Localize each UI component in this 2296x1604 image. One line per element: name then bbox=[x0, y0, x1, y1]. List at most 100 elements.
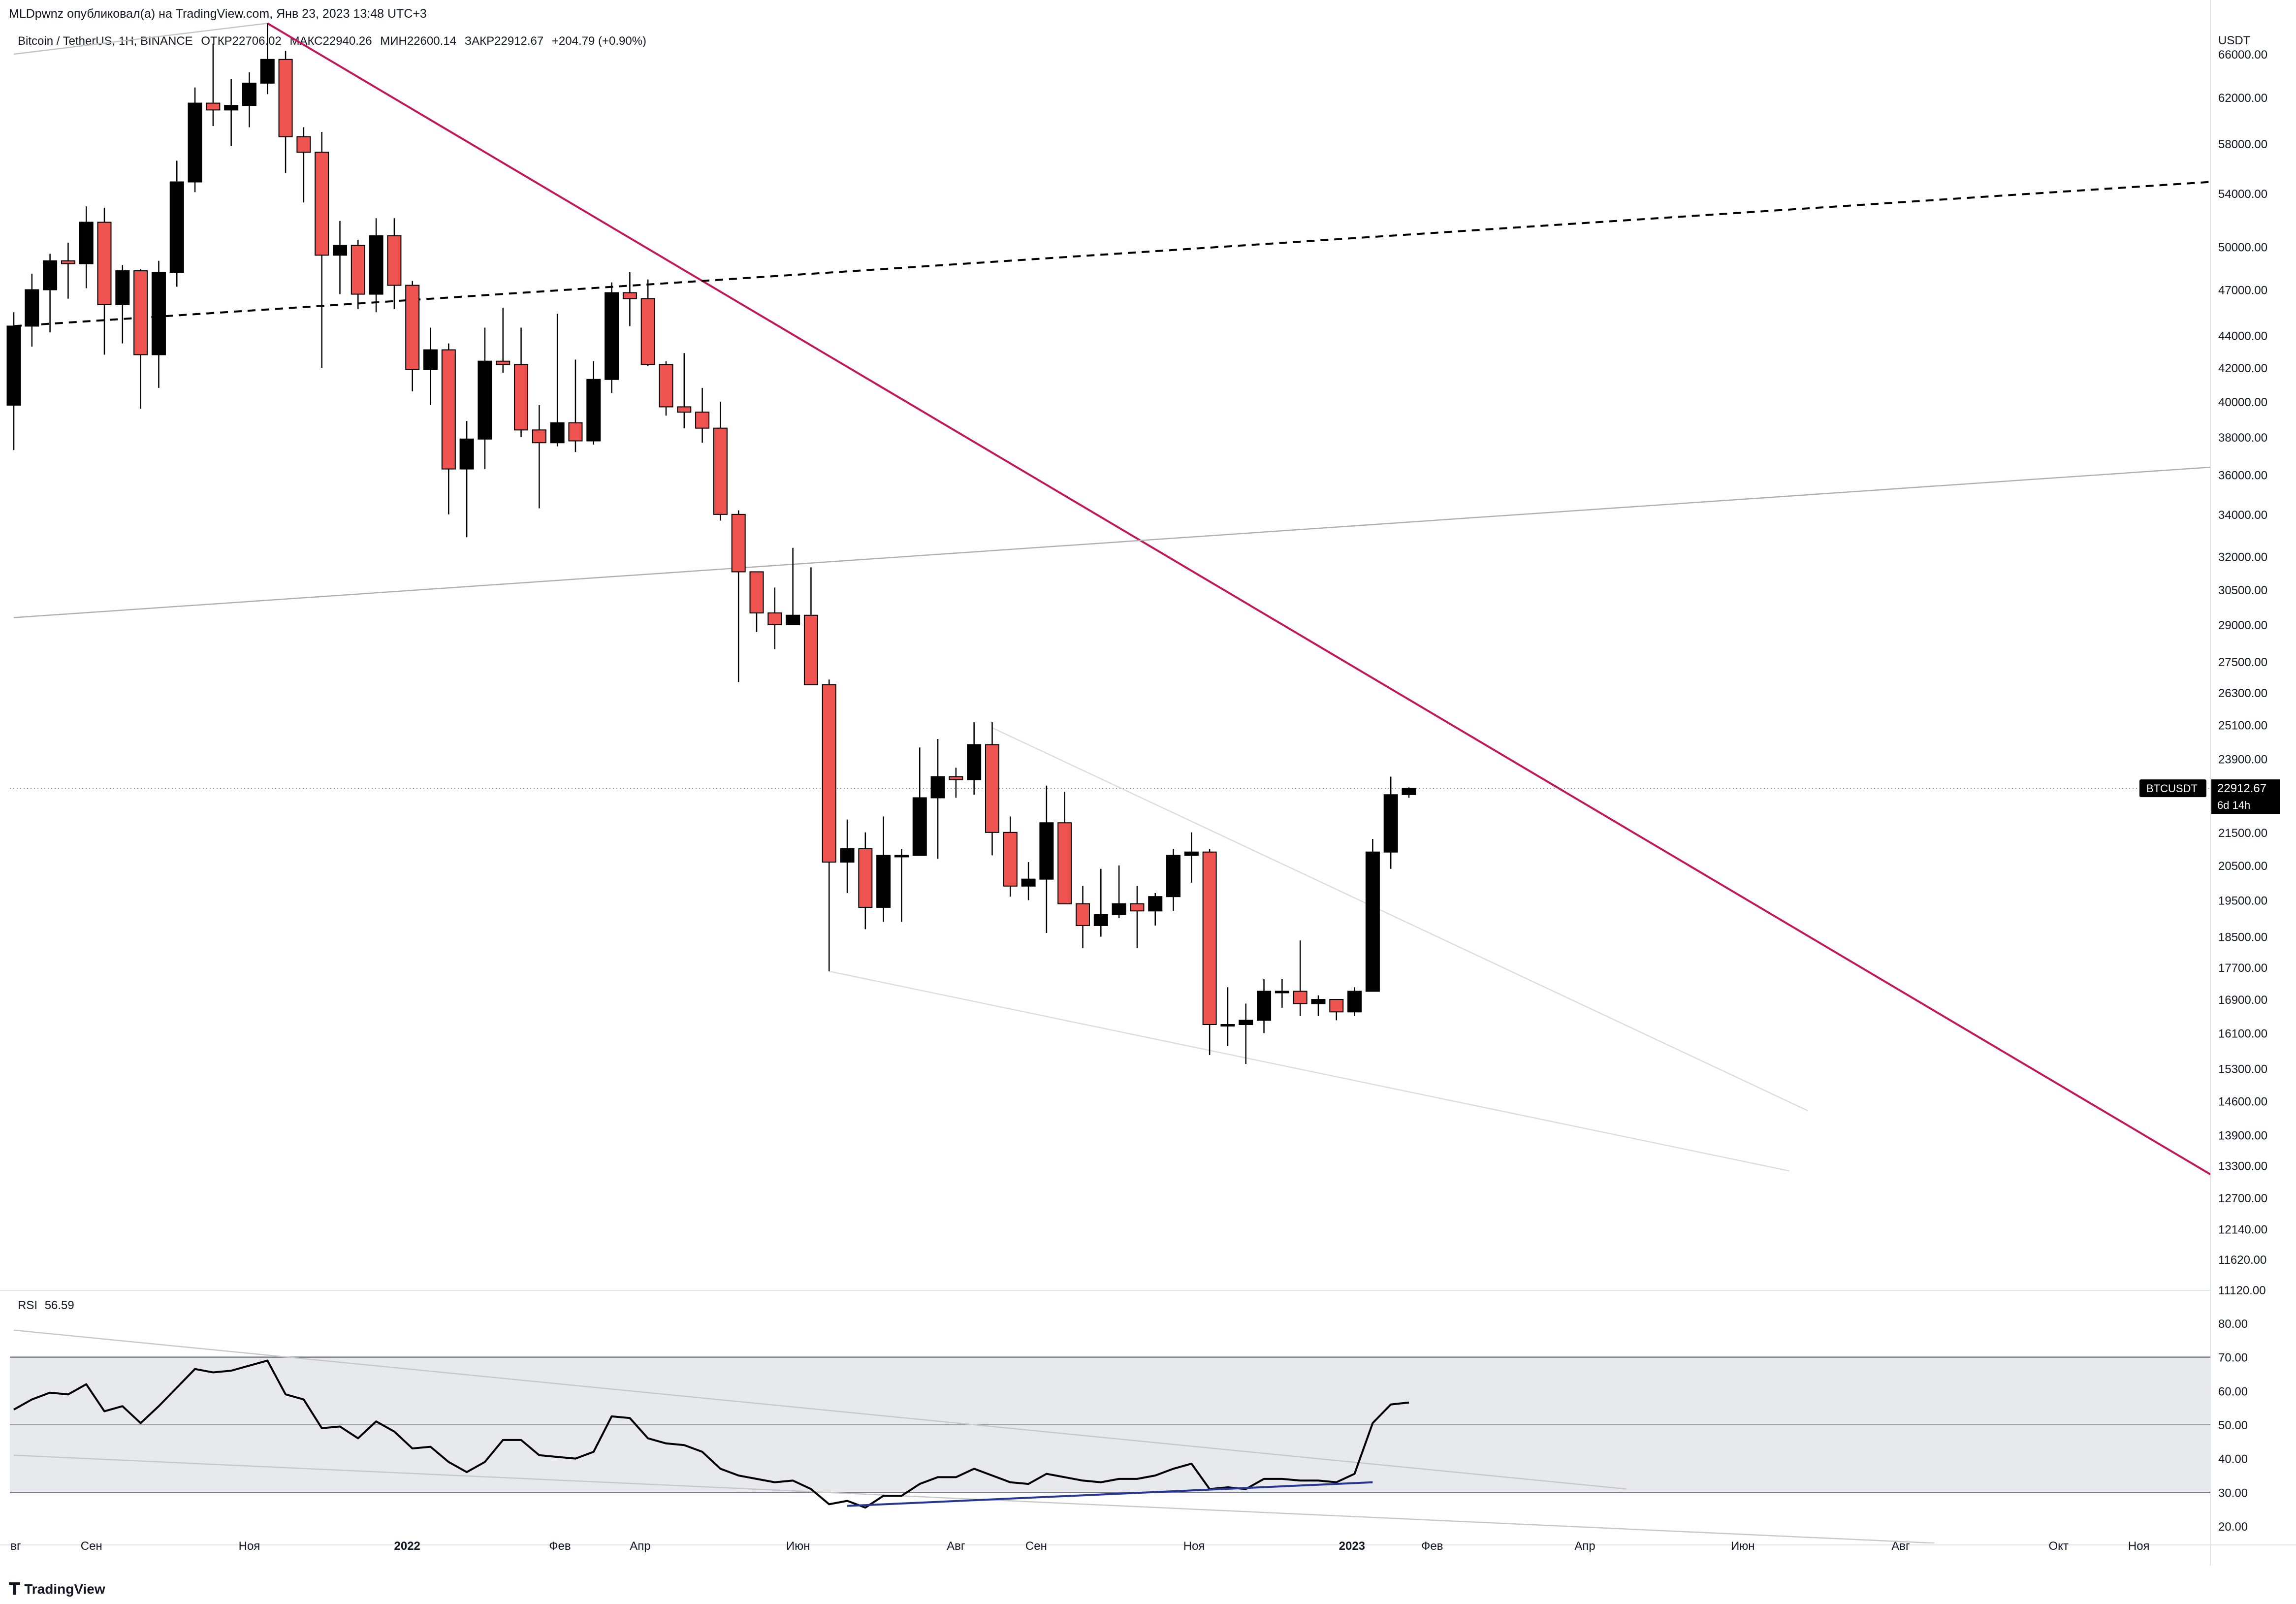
candle-body bbox=[1329, 999, 1344, 1013]
candle-body bbox=[858, 848, 873, 908]
symbol-name[interactable]: Bitcoin / TetherUS, 1Н, BINANCE bbox=[18, 34, 193, 48]
candle-body bbox=[478, 360, 492, 440]
candle bbox=[1112, 865, 1126, 918]
candle-body bbox=[459, 438, 474, 470]
ohlc-change: +204.79 (+0.90%) bbox=[551, 34, 647, 48]
price-tick-label: 21500.00 bbox=[2218, 827, 2267, 840]
price-tick-label: 13300.00 bbox=[2218, 1160, 2267, 1173]
candle bbox=[423, 327, 438, 405]
time-tick-label: Авг bbox=[947, 1540, 965, 1553]
price-tick-label: 16100.00 bbox=[2218, 1027, 2267, 1040]
candle bbox=[731, 510, 746, 682]
candle bbox=[79, 206, 94, 289]
time-tick-label: Июн bbox=[786, 1540, 810, 1553]
candle-body bbox=[351, 245, 365, 295]
price-tick-label: 36000.00 bbox=[2218, 469, 2267, 482]
candle-body bbox=[1402, 788, 1416, 795]
time-tick-label: 2022 bbox=[394, 1540, 420, 1553]
candle-body bbox=[677, 406, 692, 413]
rsi-tick-label: 30.00 bbox=[2218, 1486, 2248, 1500]
candle-body bbox=[930, 776, 945, 799]
candle bbox=[1021, 862, 1036, 900]
candle-body bbox=[949, 776, 963, 780]
rsi-divergence-line bbox=[847, 1481, 1373, 1507]
price-trendlines bbox=[10, 22, 2210, 1176]
candle bbox=[659, 361, 673, 416]
price-tick-label: 15300.00 bbox=[2218, 1062, 2267, 1076]
candle bbox=[1275, 979, 1289, 1008]
price-tick-label: 29000.00 bbox=[2218, 619, 2267, 632]
candle bbox=[514, 327, 529, 438]
price-tick-label: 11120.00 bbox=[2218, 1284, 2266, 1297]
price-tick-label: 32000.00 bbox=[2218, 550, 2267, 564]
price-badge-countdown: 6d 14h bbox=[2217, 799, 2250, 811]
candle-body bbox=[61, 260, 75, 264]
candle-body bbox=[713, 427, 728, 515]
candle bbox=[1039, 785, 1054, 933]
candle-body bbox=[97, 222, 112, 305]
ascending-support-grey-line bbox=[13, 466, 2210, 618]
rsi-legend[interactable]: RSI 56.59 bbox=[18, 1299, 78, 1313]
rsi-tick-label: 50.00 bbox=[2218, 1419, 2248, 1432]
candle bbox=[894, 848, 909, 922]
rsi-tick-label: 40.00 bbox=[2218, 1453, 2248, 1466]
candle bbox=[532, 405, 546, 509]
rsi-value: 56.59 bbox=[44, 1299, 74, 1312]
time-tick-label: вг bbox=[10, 1540, 21, 1553]
candle bbox=[876, 816, 891, 922]
axes: 66000.00 62000.00 58000.00 54000.00 50000.00… bbox=[10, 34, 2267, 1553]
tradingview-logo[interactable]: 𝗧 TradingView bbox=[9, 1579, 105, 1599]
candle bbox=[206, 43, 221, 127]
candle-body bbox=[206, 102, 221, 111]
candle-body bbox=[1220, 1024, 1235, 1027]
candle bbox=[1383, 776, 1398, 869]
wedge-upper-line bbox=[991, 727, 1808, 1111]
candle-body bbox=[188, 102, 202, 183]
time-tick-label: Сен bbox=[81, 1540, 102, 1553]
candle-body bbox=[79, 222, 94, 264]
candle bbox=[822, 679, 836, 971]
candle-body bbox=[1130, 903, 1145, 912]
candle bbox=[912, 747, 927, 856]
candle bbox=[858, 832, 873, 930]
upper-grey-top-line bbox=[13, 23, 268, 55]
candle bbox=[1076, 886, 1090, 948]
candle bbox=[1402, 787, 1416, 798]
price-tick-label: 54000.00 bbox=[2218, 188, 2267, 201]
candle-body bbox=[151, 271, 166, 355]
candle-body bbox=[514, 364, 529, 431]
candle-body bbox=[278, 59, 293, 137]
candle-body bbox=[786, 614, 800, 626]
candle bbox=[1365, 838, 1380, 992]
candle bbox=[296, 127, 311, 203]
candle-body bbox=[43, 260, 58, 290]
candle bbox=[169, 160, 184, 287]
candle bbox=[260, 23, 275, 95]
candle bbox=[459, 421, 474, 538]
time-tick-label: Ноя bbox=[239, 1540, 260, 1553]
candle bbox=[188, 87, 202, 192]
candle-body bbox=[441, 349, 456, 470]
candles bbox=[6, 23, 1416, 1064]
candle-body bbox=[1003, 832, 1018, 887]
candle-body bbox=[115, 270, 130, 305]
candle-body bbox=[803, 614, 818, 685]
candle-body bbox=[1184, 851, 1199, 856]
candle bbox=[478, 327, 492, 469]
candle bbox=[1347, 987, 1362, 1016]
candle-body bbox=[1257, 991, 1272, 1021]
candle-body bbox=[1383, 794, 1398, 853]
candle-body bbox=[1275, 991, 1289, 994]
time-tick-label: Ноя bbox=[1183, 1540, 1205, 1553]
candle-body bbox=[840, 848, 855, 863]
candle bbox=[405, 281, 420, 391]
time-tick-label: Окт bbox=[2049, 1540, 2069, 1553]
candle bbox=[496, 307, 510, 373]
candle bbox=[1220, 987, 1235, 1046]
candle-body bbox=[369, 235, 383, 295]
candle bbox=[441, 343, 456, 514]
candle bbox=[605, 282, 619, 393]
ohlc-low: МИН22600.14 bbox=[380, 34, 456, 48]
time-tick-label: Апр bbox=[1574, 1540, 1595, 1553]
